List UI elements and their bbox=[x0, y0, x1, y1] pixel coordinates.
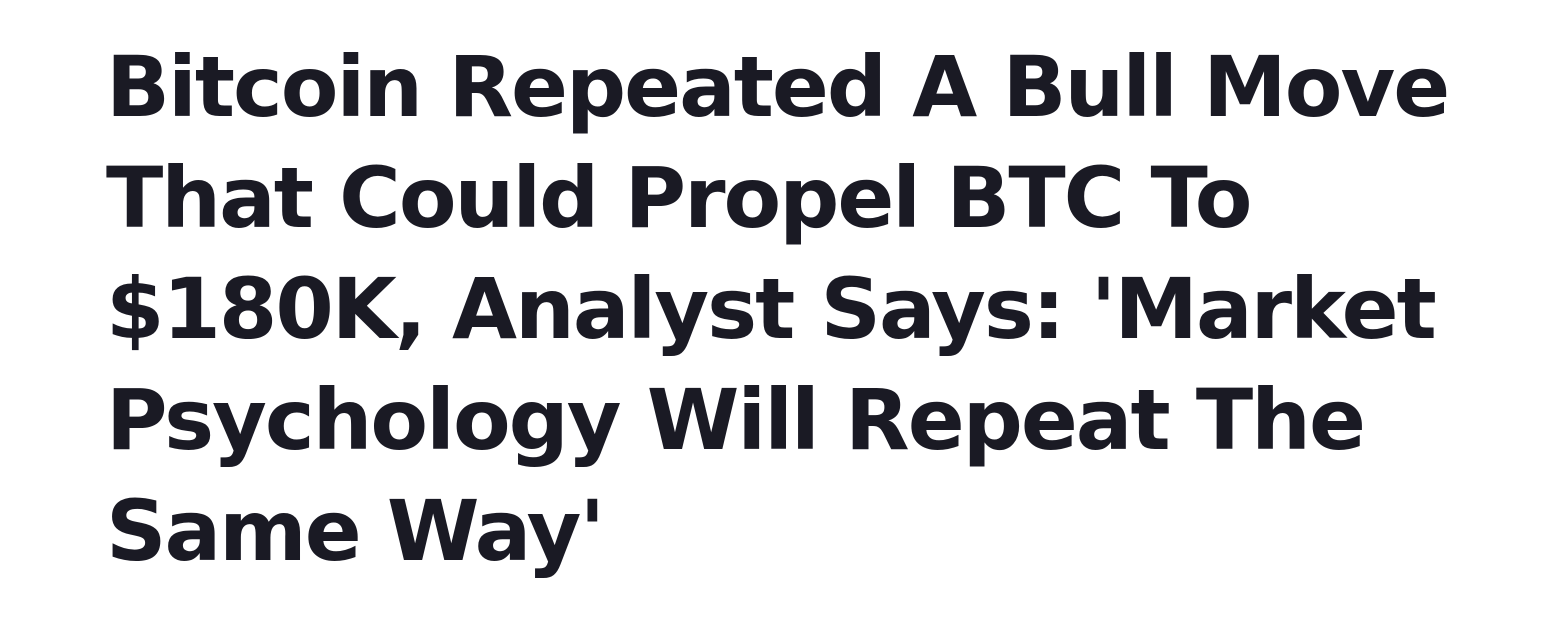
article-headline: Bitcoin Repeated A Bull Move That Could … bbox=[106, 38, 1450, 580]
